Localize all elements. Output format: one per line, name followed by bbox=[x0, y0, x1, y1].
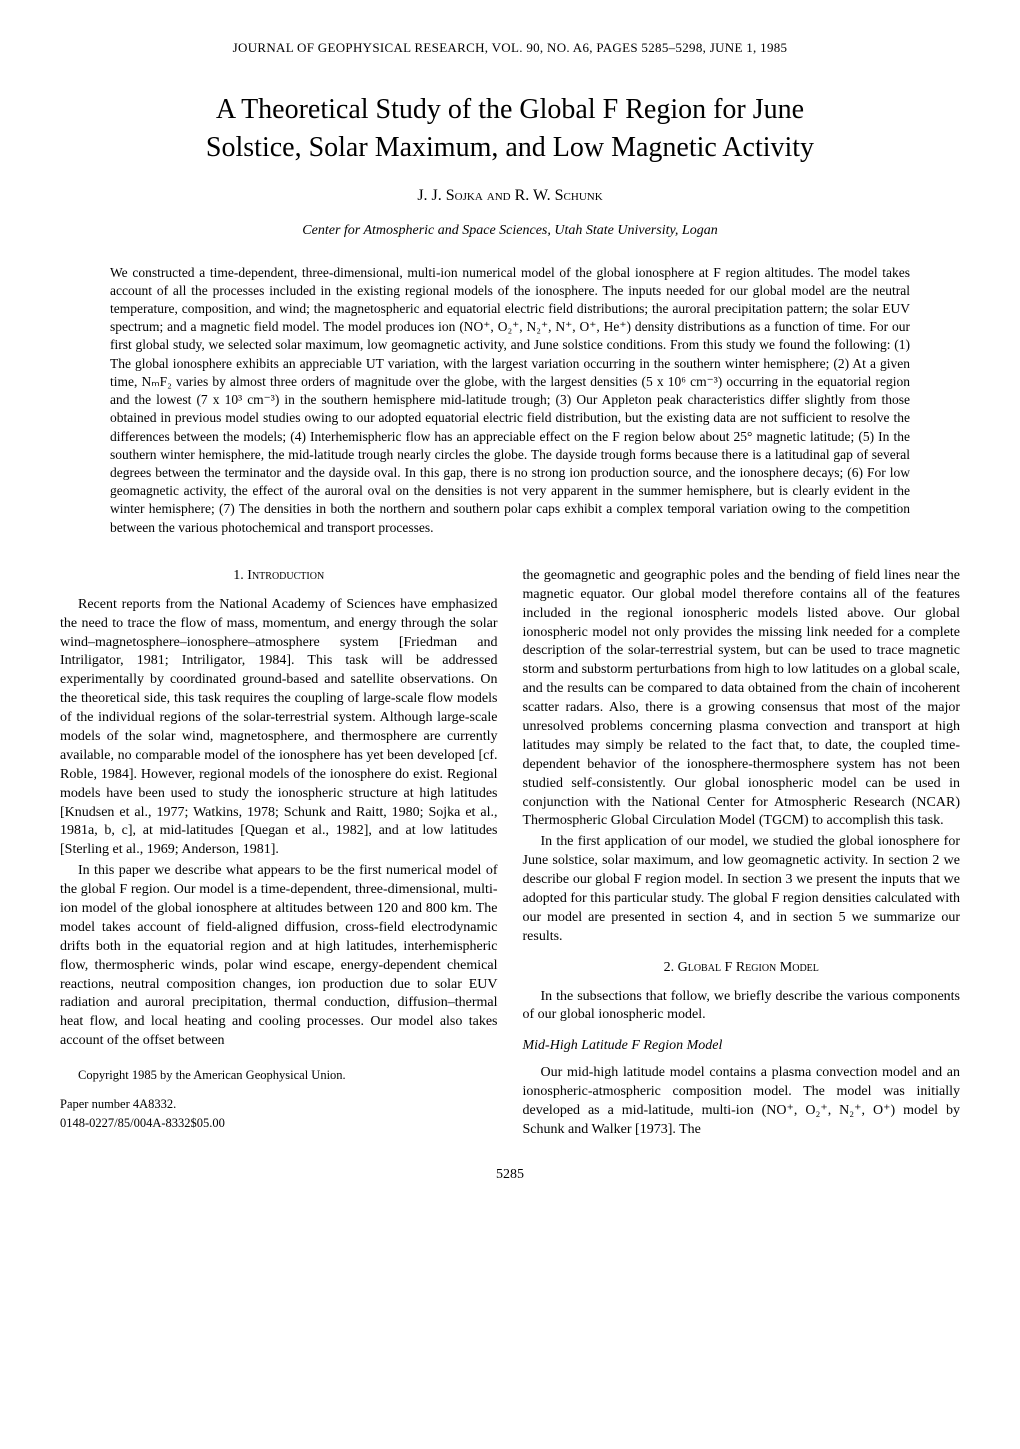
journal-header: JOURNAL OF GEOPHYSICAL RESEARCH, VOL. 90… bbox=[60, 40, 960, 56]
copyright-block: Copyright 1985 by the American Geophysic… bbox=[60, 1066, 498, 1132]
right-paragraph-1: the geomagnetic and geographic poles and… bbox=[523, 567, 961, 831]
intro-paragraph-1: Recent reports from the National Academy… bbox=[60, 596, 498, 860]
section-2-heading: 2. Global F Region Model bbox=[523, 959, 961, 978]
intro-paragraph-2: In this paper we describe what appears t… bbox=[60, 862, 498, 1051]
two-column-layout: 1. Introduction Recent reports from the … bbox=[60, 567, 960, 1142]
right-paragraph-4: Our mid-high latitude model contains a p… bbox=[523, 1064, 961, 1140]
right-paragraph-2: In the first application of our model, w… bbox=[523, 833, 961, 946]
issn-line: 0148-0227/85/004A-8332$05.00 bbox=[60, 1114, 498, 1133]
right-column: the geomagnetic and geographic poles and… bbox=[523, 567, 961, 1142]
subsection-heading: Mid-High Latitude F Region Model bbox=[523, 1037, 961, 1056]
abstract: We constructed a time-dependent, three-d… bbox=[110, 264, 910, 537]
authors: J. J. Sojka and R. W. Schunk bbox=[60, 187, 960, 205]
title-line-1: A Theoretical Study of the Global F Regi… bbox=[216, 94, 804, 125]
paper-title: A Theoretical Study of the Global F Regi… bbox=[60, 91, 960, 167]
page-number: 5285 bbox=[60, 1167, 960, 1183]
copyright-line: Copyright 1985 by the American Geophysic… bbox=[60, 1066, 498, 1085]
section-1-heading: 1. Introduction bbox=[60, 567, 498, 586]
left-column: 1. Introduction Recent reports from the … bbox=[60, 567, 498, 1142]
affiliation: Center for Atmospheric and Space Science… bbox=[60, 223, 960, 239]
right-paragraph-3: In the subsections that follow, we brief… bbox=[523, 988, 961, 1026]
paper-number: Paper number 4A8332. bbox=[60, 1095, 498, 1114]
title-line-2: Solstice, Solar Maximum, and Low Magneti… bbox=[206, 132, 814, 163]
